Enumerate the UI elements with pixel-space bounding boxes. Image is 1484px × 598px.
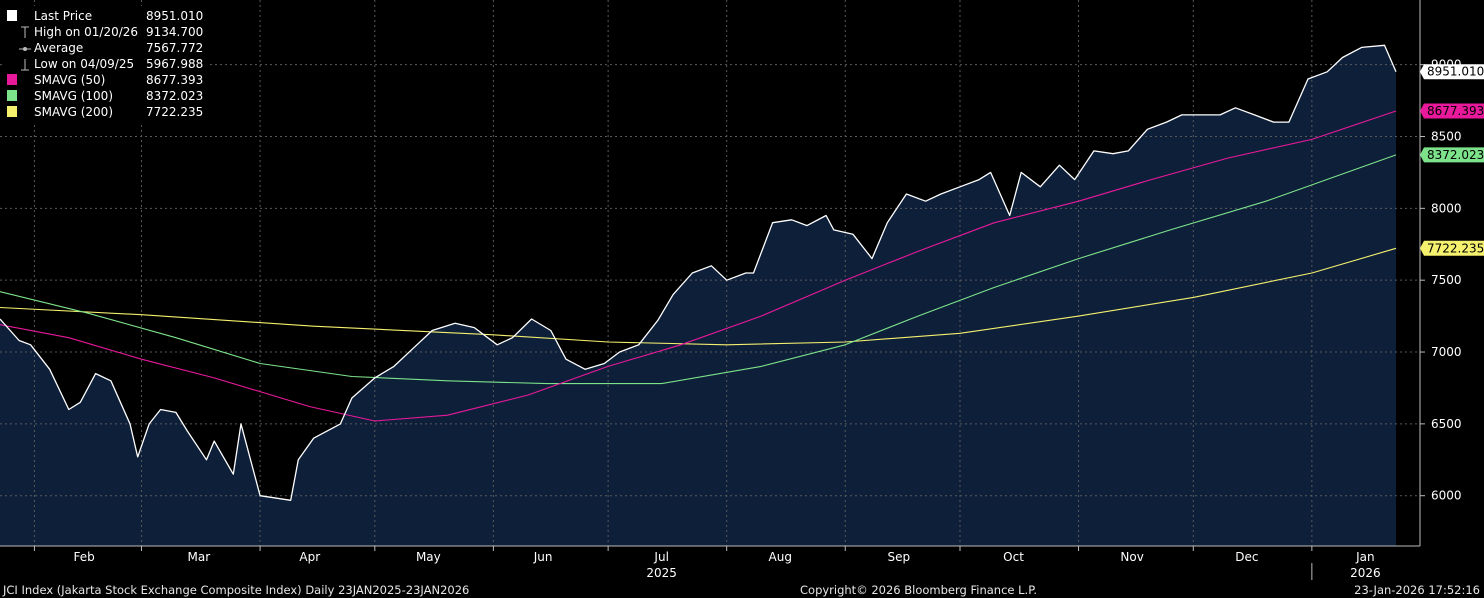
x-month-label: Feb [74,550,95,564]
x-month-label: Apr [299,550,320,564]
y-tick-label: 6500 [1431,417,1462,431]
average-marker-icon [7,42,31,53]
x-month-label: Oct [1003,550,1024,564]
legend-value: 8951.010 [146,9,204,23]
y-tick-label: 8000 [1431,201,1462,215]
legend-item-average: Average 7567.772 [4,40,208,56]
smavg-200-line [0,247,1397,346]
low-marker-icon [7,58,29,71]
x-year-label: 2025 [646,566,677,580]
y-tick-label: 8500 [1431,130,1462,144]
legend-label: Average [34,41,84,55]
end-value-tag: 8677.393 [1420,103,1484,119]
legend-value: 8677.393 [146,73,204,87]
legend-label: High on 01/20/26 [34,25,139,39]
y-tick-label: 7000 [1431,345,1462,359]
end-value-tag-box [1420,64,1484,80]
price-area-fill [0,45,1396,547]
end-value-tag-box [1420,103,1484,119]
end-value-tag-label: 8372.023 [1427,148,1484,162]
y-tick-label: 6000 [1431,489,1462,503]
y-tick-label: 7500 [1431,273,1462,287]
footer-index-description: JCI Index (Jakarta Stock Exchange Compos… [3,583,470,597]
smavg-100-square-icon [7,90,17,101]
legend-item-high: High on 01/20/26 9134.700 [4,24,208,40]
jci-price-chart: 6000650070007500800085009000FebMarAprMay… [0,0,1484,582]
legend-label: SMAVG (200) [34,105,114,119]
legend-item-low: Low on 04/09/25 5967.988 [4,56,208,72]
end-value-tag: 8951.010 [1420,64,1484,80]
legend-value: 7567.772 [146,41,204,55]
legend-value: 8372.023 [146,89,204,103]
footer-timestamp: 23-Jan-2026 17:52:16 [1354,583,1480,597]
x-month-label: Jan [1355,550,1375,564]
legend-item-smavg-50: SMAVG (50) 8677.393 [4,72,208,88]
x-month-label: Nov [1120,550,1143,564]
legend-label: SMAVG (100) [34,89,114,103]
end-value-tag-box [1420,240,1484,256]
x-month-label: Jun [533,550,553,564]
end-value-tag-label: 8951.010 [1427,65,1484,79]
footer-copyright: Copyright© 2026 Bloomberg Finance L.P. [800,583,1037,597]
x-month-label: Jul [653,550,668,564]
x-month-label: Mar [188,550,211,564]
smavg-50-square-icon [7,74,17,85]
legend-item-smavg-200: SMAVG (200) 7722.235 [4,104,208,120]
end-value-tag-label: 7722.235 [1427,241,1484,255]
legend-item-last-price: Last Price 8951.010 [4,8,208,24]
x-year-label: 2026 [1350,566,1381,580]
legend-value: 9134.700 [146,25,204,39]
legend-value: 7722.235 [146,105,204,119]
x-month-label: Aug [769,550,792,564]
x-month-label: May [416,550,441,564]
legend-label: SMAVG (50) [34,73,106,87]
x-month-label: Sep [887,550,910,564]
x-month-label: Dec [1235,550,1258,564]
end-value-tag: 7722.235 [1420,240,1484,256]
end-value-tag: 8372.023 [1420,147,1484,163]
last-price-square-icon [7,10,17,21]
last-price-line [0,44,1397,501]
legend-value: 5967.988 [146,57,204,71]
smavg-50-line [0,110,1397,422]
legend-label: Low on 04/09/25 [34,57,135,71]
smavg-100-line [0,154,1397,385]
chart-legend: Last Price 8951.010 High on 01/20/26 913… [4,6,208,124]
end-value-tag-box [1420,147,1484,163]
legend-item-smavg-100: SMAVG (100) 8372.023 [4,88,208,104]
smavg-200-square-icon [7,106,17,117]
high-marker-icon [7,26,29,38]
end-value-tag-label: 8677.393 [1427,104,1484,118]
legend-label: Last Price [34,9,93,23]
